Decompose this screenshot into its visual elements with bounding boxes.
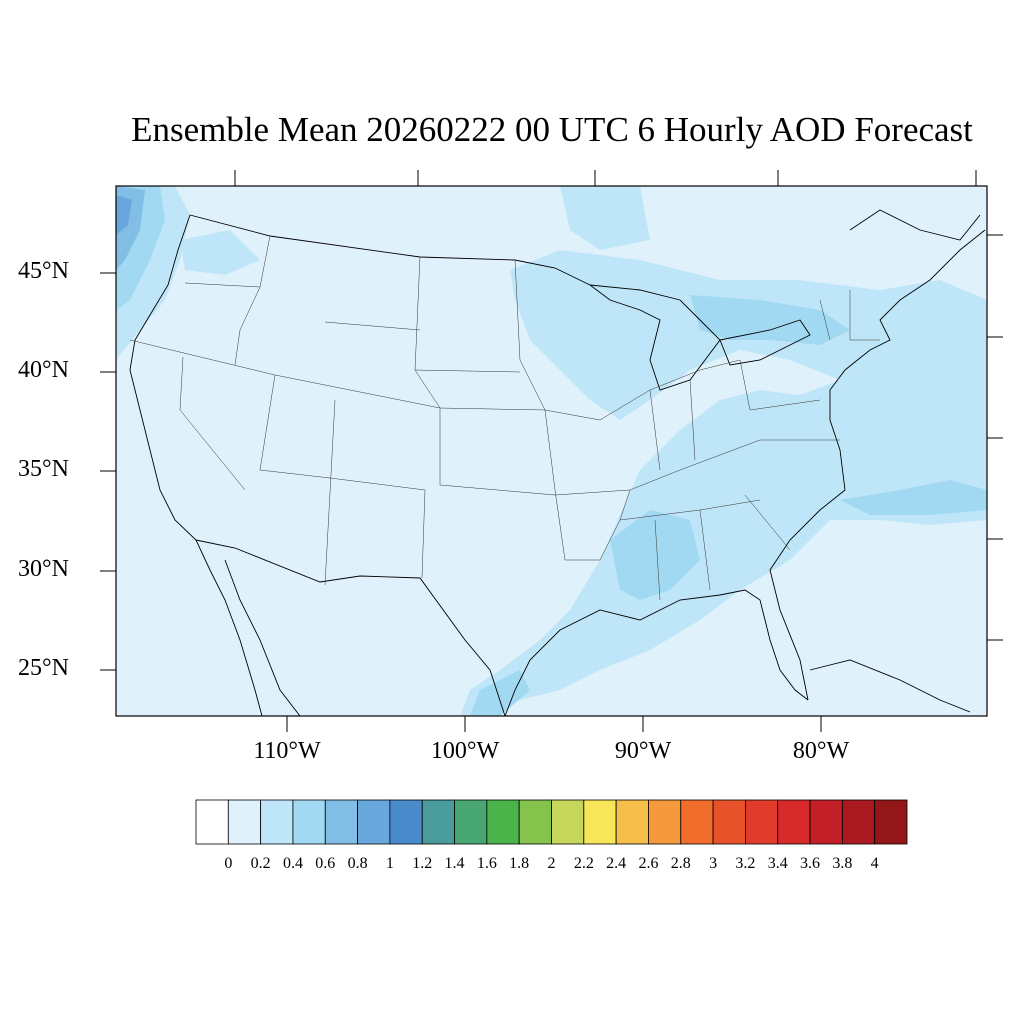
aod-band-lakes-core (690, 295, 850, 345)
aod-band-southeast (460, 340, 987, 716)
colorbar-tick-label: 0.2 (250, 855, 271, 872)
colorbar-tick-label: 2.6 (638, 855, 659, 872)
colorbar-swatch (389, 799, 423, 845)
baja (224, 559, 301, 716)
colorbar-swatch (583, 799, 617, 845)
colorbar-tick-label: 1.8 (509, 855, 530, 872)
colorbar-tick-label: 2.2 (573, 855, 594, 872)
colorbar-tick-label: 1.4 (444, 855, 465, 872)
canada-east (849, 209, 981, 241)
lat-label-45: 45°N (18, 258, 69, 284)
colorbar-tick-label: 3.2 (735, 855, 756, 872)
colorbar-swatch (841, 799, 876, 845)
east-coast (769, 229, 986, 701)
west-coast (129, 214, 263, 716)
aod-atlantic-patch (840, 480, 987, 515)
colorbar-swatch (615, 799, 649, 845)
colorbar-swatch (195, 799, 229, 845)
colorbar-swatch (260, 799, 294, 845)
colorbar-swatch (227, 799, 262, 845)
colorbar-swatch (421, 799, 455, 845)
aod-plume-pacific-max (116, 195, 132, 235)
lat-label-25: 25°N (18, 655, 69, 681)
lat-label-35: 35°N (18, 456, 69, 482)
colorbar-swatch (551, 799, 585, 845)
lon-label-90w: 90°W (614, 738, 672, 764)
colorbar-swatch (712, 799, 746, 845)
aod-gulf-core (610, 510, 700, 600)
aod-canada-upper (560, 186, 650, 250)
lake-erie (719, 319, 811, 366)
colorbar-swatch (324, 799, 358, 845)
colorbar-tick-label: 0.6 (315, 855, 336, 872)
gulf-coast (504, 589, 809, 716)
aod-texas-coast (470, 670, 530, 716)
colorbar-swatch (745, 799, 779, 845)
colorbar-tick-label: 2.4 (606, 855, 627, 872)
colorbar-tick-label: 3.6 (800, 855, 821, 872)
mexico-border (195, 539, 506, 716)
colorbar-swatch (357, 799, 391, 845)
colorbar-tick-label: 3 (709, 855, 718, 872)
colorbar-swatch (777, 799, 811, 845)
aod-field (116, 186, 987, 716)
colorbar-swatch (518, 799, 552, 845)
great-lakes (588, 284, 721, 391)
colorbar-swatch (809, 799, 843, 845)
lat-label-40: 40°N (18, 357, 69, 383)
state-lines (129, 235, 880, 601)
map-title: Ensemble Mean 20260222 00 UTC 6 Hourly A… (131, 110, 973, 149)
lon-label-80w: 80°W (792, 738, 850, 764)
colorbar-tick-label: 1 (385, 855, 394, 872)
lat-label-30: 30°N (18, 556, 69, 582)
colorbar-tick-label: 1.2 (412, 855, 433, 872)
colorbar-tick-label: 0 (224, 855, 233, 872)
colorbar-tick-label: 1.6 (476, 855, 497, 872)
cuba (809, 659, 971, 713)
colorbar-swatch (680, 799, 714, 845)
lon-label-110w: 110°W (253, 738, 321, 764)
colorbar-tick-label: 2 (547, 855, 556, 872)
lon-label-100w: 100°W (430, 738, 500, 764)
colorbar-tick-label: 0.4 (282, 855, 303, 872)
map-frame (115, 185, 988, 717)
coastlines (129, 209, 986, 716)
colorbar-swatch (874, 799, 908, 845)
colorbar-tick-label: 3.4 (767, 855, 788, 872)
colorbar-tick-label: 3.8 (832, 855, 853, 872)
colorbar-tick-label: 0.8 (347, 855, 368, 872)
tick-marks (100, 170, 1003, 732)
canada-border (189, 214, 591, 286)
colorbar-swatch (454, 799, 488, 845)
colorbar-swatch (292, 799, 326, 845)
colorbar-tick-label: 2.8 (670, 855, 691, 872)
colorbar-swatch (648, 799, 682, 845)
aod-patch-washington (180, 230, 260, 275)
colorbar-swatch (486, 799, 520, 845)
colorbar-tick-label: 4 (870, 855, 879, 872)
